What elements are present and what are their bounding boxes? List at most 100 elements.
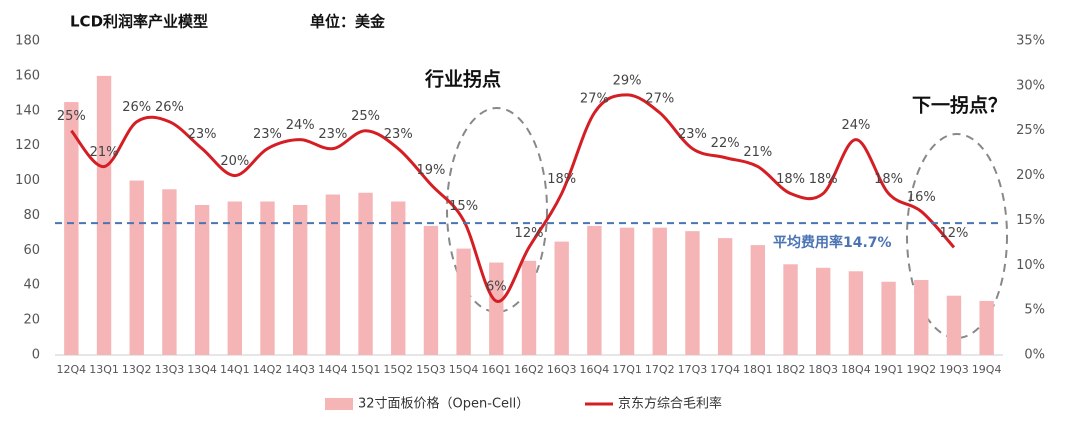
y-tick-label: 100 bbox=[15, 173, 40, 188]
data-label: 23% bbox=[318, 127, 347, 142]
chart-title: LCD利润率产业模型 bbox=[70, 13, 208, 31]
x-tick-label: 16Q2 bbox=[514, 363, 544, 376]
highlight-ellipse bbox=[906, 133, 1008, 339]
x-tick-label: 17Q2 bbox=[645, 363, 675, 376]
x-tick-label: 12Q4 bbox=[57, 363, 87, 376]
x-tick-label: 19Q4 bbox=[972, 363, 1002, 376]
x-tick-label: 14Q2 bbox=[253, 363, 283, 376]
data-label: 12% bbox=[940, 226, 969, 241]
data-label: 25% bbox=[57, 109, 86, 124]
data-label: 27% bbox=[645, 91, 674, 106]
x-tick-label: 14Q4 bbox=[318, 363, 348, 376]
data-label: 25% bbox=[351, 109, 380, 124]
bar bbox=[456, 248, 471, 355]
data-label: 23% bbox=[253, 127, 282, 142]
y2-tick-label: 20% bbox=[1016, 168, 1045, 183]
bar bbox=[227, 201, 242, 355]
data-label: 29% bbox=[613, 73, 642, 88]
x-tick-label: 13Q2 bbox=[122, 363, 152, 376]
bar bbox=[750, 245, 766, 355]
bar bbox=[685, 231, 700, 355]
bar bbox=[325, 194, 341, 355]
x-tick-label: 15Q2 bbox=[383, 363, 413, 376]
bar bbox=[521, 260, 537, 355]
y2-tick-label: 15% bbox=[1016, 213, 1045, 228]
data-label: 23% bbox=[384, 127, 413, 142]
legend-swatch bbox=[325, 398, 353, 410]
x-tick-label: 18Q1 bbox=[743, 363, 773, 376]
bar bbox=[162, 189, 177, 355]
bar bbox=[260, 201, 275, 355]
x-tick-label: 13Q1 bbox=[89, 363, 119, 376]
highlight-ellipse bbox=[446, 107, 548, 313]
x-tick-label: 17Q3 bbox=[678, 363, 708, 376]
x-tick-label: 18Q4 bbox=[841, 363, 871, 376]
bar bbox=[129, 180, 144, 355]
data-label: 18% bbox=[776, 172, 805, 187]
x-tick-label: 18Q3 bbox=[808, 363, 838, 376]
x-tick-label: 15Q4 bbox=[449, 363, 479, 376]
bar bbox=[652, 227, 667, 355]
x-tick-label: 19Q1 bbox=[874, 363, 904, 376]
x-tick-label: 14Q1 bbox=[220, 363, 250, 376]
data-label: 20% bbox=[220, 154, 249, 169]
data-label: 22% bbox=[711, 136, 740, 151]
data-label: 27% bbox=[580, 91, 609, 106]
bar bbox=[783, 264, 798, 355]
x-tick-label: 15Q1 bbox=[351, 363, 381, 376]
data-label: 21% bbox=[90, 145, 119, 160]
data-label: 24% bbox=[286, 118, 315, 133]
bar bbox=[292, 204, 308, 355]
chart-subtitle: 单位：美金 bbox=[310, 13, 386, 31]
bar bbox=[391, 201, 406, 355]
data-label: 12% bbox=[515, 226, 544, 241]
line bbox=[70, 93, 956, 303]
x-tick-label: 13Q4 bbox=[187, 363, 217, 376]
data-label: 21% bbox=[743, 145, 772, 160]
data-label: 24% bbox=[841, 118, 870, 133]
x-tick-label: 17Q4 bbox=[710, 363, 740, 376]
data-label: 26% bbox=[122, 100, 151, 115]
y2-tick-label: 10% bbox=[1016, 258, 1045, 273]
y2-tick-label: 0% bbox=[1024, 348, 1045, 363]
x-tick-label: 17Q1 bbox=[612, 363, 642, 376]
x-tick-label: 14Q3 bbox=[285, 363, 315, 376]
y2-tick-label: 25% bbox=[1016, 123, 1045, 138]
y2-tick-label: 30% bbox=[1016, 78, 1045, 93]
data-label: 16% bbox=[907, 190, 936, 205]
y-tick-label: 120 bbox=[15, 138, 40, 153]
bar bbox=[881, 281, 896, 355]
bar bbox=[848, 271, 864, 355]
x-tick-label: 19Q3 bbox=[939, 363, 969, 376]
bar bbox=[587, 225, 602, 355]
bar bbox=[554, 241, 569, 355]
bar bbox=[946, 295, 962, 355]
y-tick-label: 180 bbox=[15, 34, 40, 49]
x-tick-label: 16Q3 bbox=[547, 363, 577, 376]
y2-tick-label: 5% bbox=[1024, 303, 1045, 318]
data-label: 18% bbox=[547, 172, 576, 187]
y-tick-label: 140 bbox=[15, 103, 40, 118]
bar bbox=[423, 225, 439, 355]
x-tick-label: 13Q3 bbox=[155, 363, 185, 376]
bar bbox=[489, 262, 504, 355]
y-tick-label: 0 bbox=[32, 348, 40, 363]
y-tick-label: 40 bbox=[23, 278, 40, 293]
y2-tick-label: 35% bbox=[1016, 34, 1045, 49]
bar bbox=[914, 279, 929, 355]
legend-label: 京东方综合毛利率 bbox=[618, 396, 722, 412]
data-label: 19% bbox=[416, 163, 445, 178]
annotation: 下一拐点？ bbox=[912, 94, 1007, 117]
bar bbox=[717, 238, 733, 355]
x-tick-label: 16Q1 bbox=[481, 363, 511, 376]
bar bbox=[358, 192, 373, 355]
annotation: 行业拐点 bbox=[424, 68, 501, 91]
bar bbox=[619, 227, 635, 355]
x-tick-label: 18Q2 bbox=[776, 363, 806, 376]
reference-label: 平均费用率14.7% bbox=[773, 234, 892, 251]
data-label: 23% bbox=[678, 127, 707, 142]
bar bbox=[979, 300, 994, 355]
legend-label: 32寸面板价格（Open-Cell） bbox=[358, 396, 529, 412]
bar bbox=[194, 204, 210, 355]
y-tick-label: 20 bbox=[23, 313, 40, 328]
